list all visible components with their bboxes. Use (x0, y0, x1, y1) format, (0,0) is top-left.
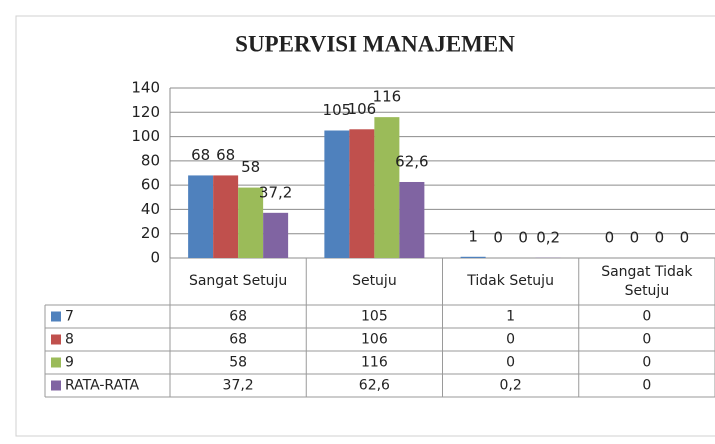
bar (263, 212, 289, 258)
bar (213, 175, 239, 258)
y-tick-label: 80 (141, 151, 160, 169)
table-cell: 37,2 (223, 378, 254, 394)
legend-label: RATA-RATA (65, 378, 140, 394)
y-tick-label: 100 (131, 127, 160, 145)
x-tick-label-box: Tidak Setuju (467, 273, 554, 290)
data-label: 1 (468, 227, 478, 245)
bar (349, 129, 375, 258)
x-tick-label: Sangat Tidak Setuju (601, 263, 693, 299)
data-label: 0 (680, 229, 690, 247)
table-cell: 0 (642, 355, 651, 371)
table-cell: 62,6 (359, 378, 390, 394)
table-cell: 0 (642, 378, 651, 394)
data-label: 0,2 (536, 228, 560, 246)
y-tick-label: 40 (141, 200, 160, 218)
bar (374, 117, 400, 259)
table-cell: 0 (506, 332, 515, 348)
bar (238, 187, 264, 258)
legend-label: 9 (65, 355, 74, 371)
x-tick-label-box: Sangat Setuju (188, 273, 288, 290)
data-label: 0 (493, 229, 503, 247)
table-cell: 105 (361, 309, 388, 325)
table-cell: 0 (506, 355, 515, 371)
y-tick-label: 60 (141, 176, 160, 194)
table-cell: 68 (229, 332, 247, 348)
y-tick-label: 0 (150, 249, 160, 267)
x-tick-label: Setuju (352, 273, 397, 290)
data-label: 68 (216, 146, 235, 164)
data-label: 68 (191, 146, 210, 164)
data-label: 106 (348, 100, 377, 118)
chart-title: SUPERVISI MANAJEMEN (235, 31, 515, 56)
legend-swatch (51, 380, 61, 391)
legend-swatch (51, 334, 61, 345)
x-tick-label-box: Setuju (352, 273, 397, 290)
table-cell: 1 (506, 309, 515, 325)
data-label: 0 (655, 229, 665, 247)
data-label: 0 (630, 229, 640, 247)
legend-label: 7 (65, 309, 74, 325)
legend-swatch (51, 357, 61, 368)
bar (399, 181, 425, 258)
y-tick-label: 140 (131, 79, 160, 97)
data-label: 116 (373, 88, 402, 106)
bar (324, 130, 350, 258)
data-label: 62,6 (395, 152, 428, 170)
table-cell: 106 (361, 332, 388, 348)
legend-label: 8 (65, 332, 74, 348)
table-cell: 68 (229, 309, 247, 325)
x-tick-label: Tidak Setuju (467, 273, 554, 290)
table-cell: 0,2 (499, 378, 521, 394)
legend-swatch (51, 311, 61, 322)
table-cell: 116 (361, 355, 388, 371)
data-label: 58 (241, 158, 260, 176)
data-label: 0 (605, 229, 615, 247)
data-label: 105 (323, 101, 352, 119)
x-tick-label-box: Sangat Tidak Setuju (601, 263, 693, 299)
x-tick-label: Sangat Setuju (188, 273, 288, 290)
table-cell: 0 (642, 309, 651, 325)
bar (460, 256, 486, 258)
table-cell: 58 (229, 355, 247, 371)
bar (188, 175, 214, 258)
y-tick-label: 120 (131, 103, 160, 121)
data-label: 0 (518, 229, 528, 247)
data-label: 37,2 (259, 183, 292, 201)
y-tick-label: 20 (141, 224, 160, 242)
table-cell: 0 (642, 332, 651, 348)
